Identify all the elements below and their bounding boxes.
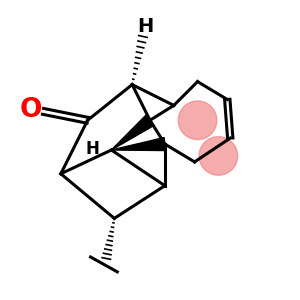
Polygon shape: [111, 115, 154, 150]
Circle shape: [199, 136, 238, 175]
Polygon shape: [111, 138, 166, 151]
Text: H: H: [137, 17, 154, 36]
Text: H: H: [85, 140, 99, 158]
Text: O: O: [20, 97, 42, 123]
Circle shape: [178, 101, 217, 140]
